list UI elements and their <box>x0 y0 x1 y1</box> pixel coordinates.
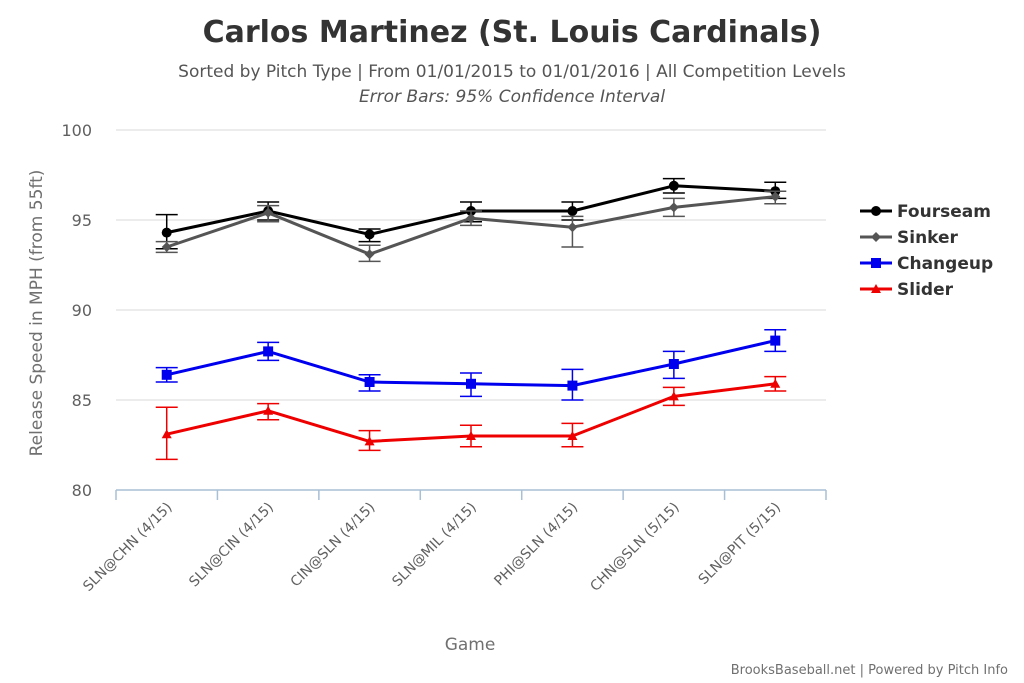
x-tick-label: CHN@SLN (5/15) <box>587 500 682 595</box>
y-tick-label: 85 <box>72 391 92 410</box>
series-sinker <box>155 190 787 263</box>
x-tick-label: SLN@MIL (4/15) <box>389 500 479 590</box>
legend-label: Slider <box>897 280 954 300</box>
chart-title: Carlos Martinez (St. Louis Cardinals) <box>203 15 822 50</box>
x-axis-title: Game <box>445 635 496 655</box>
legend-item-fourseam[interactable]: Fourseam <box>860 202 991 222</box>
data-point <box>567 222 578 233</box>
data-point <box>770 191 781 202</box>
y-tick-label: 100 <box>61 121 92 140</box>
y-tick-label: 80 <box>72 481 92 500</box>
data-point <box>466 213 476 224</box>
y-tick-label: 90 <box>72 301 92 320</box>
data-point <box>161 227 172 238</box>
x-tick-label: CIN@SLN (4/15) <box>288 500 379 591</box>
legend-label: Changeup <box>897 254 993 274</box>
data-point <box>161 429 172 439</box>
series-slider <box>155 375 787 461</box>
data-point <box>161 369 172 380</box>
data-point <box>770 335 781 346</box>
legend-item-changeup[interactable]: Changeup <box>860 254 993 274</box>
series-layer <box>155 177 787 461</box>
data-point <box>871 232 881 242</box>
series-changeup <box>155 329 787 401</box>
data-point <box>466 378 476 389</box>
data-point <box>161 242 172 252</box>
data-point <box>668 202 679 213</box>
credit-text: BrooksBaseball.net | Powered by Pitch In… <box>731 663 1008 678</box>
y-axis-ticks: 80 85 90 95 100 <box>61 121 92 500</box>
data-point <box>567 431 578 440</box>
y-tick-label: 95 <box>72 211 92 230</box>
x-tick-label: SLN@CHN (4/15) <box>80 500 175 595</box>
data-point <box>263 346 274 357</box>
data-point <box>871 206 881 216</box>
x-axis: SLN@CHN (4/15) SLN@CIN (4/15) CIN@SLN (4/1… <box>80 489 827 595</box>
legend: Fourseam Sinker Changeup Slider <box>860 202 993 300</box>
y-axis-title: Release Speed in MPH (from 55ft) <box>27 170 47 457</box>
data-point <box>364 436 375 446</box>
x-tick-label: SLN@PIT (5/15) <box>696 500 784 588</box>
legend-item-sinker[interactable]: Sinker <box>860 228 959 248</box>
data-point <box>668 359 679 369</box>
data-point <box>871 284 881 293</box>
legend-label: Sinker <box>897 228 959 248</box>
chart-note: Error Bars: 95% Confidence Interval <box>359 87 665 107</box>
x-tick-label: SLN@CIN (4/15) <box>186 500 277 591</box>
data-point <box>871 258 881 268</box>
data-point <box>263 207 274 218</box>
legend-item-slider[interactable]: Slider <box>860 280 954 300</box>
data-point <box>668 391 679 401</box>
x-tick-label: PHI@SLN (4/15) <box>491 500 581 590</box>
data-point <box>364 249 375 260</box>
data-point <box>567 206 578 216</box>
data-point <box>466 431 476 440</box>
data-point <box>263 405 274 415</box>
data-point <box>364 229 375 240</box>
data-point <box>770 378 781 388</box>
data-point <box>567 380 578 391</box>
gridlines <box>116 129 826 401</box>
data-point <box>668 180 679 191</box>
chart-subtitle: Sorted by Pitch Type | From 01/01/2015 t… <box>178 62 846 82</box>
data-point <box>364 377 375 387</box>
legend-label: Fourseam <box>897 202 991 222</box>
